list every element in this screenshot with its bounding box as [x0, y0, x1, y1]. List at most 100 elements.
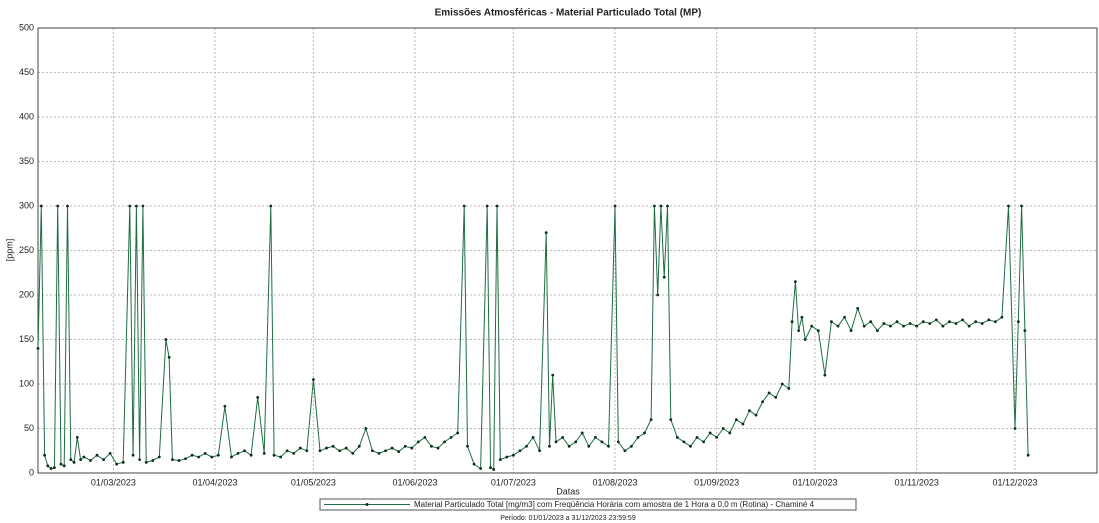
data-point	[675, 436, 679, 439]
data-point	[741, 422, 745, 426]
data-point	[371, 449, 374, 453]
data-point	[849, 329, 853, 332]
data-point	[397, 450, 401, 454]
data-point	[702, 440, 705, 444]
data-point	[102, 458, 105, 462]
data-point	[403, 444, 407, 448]
legend-label: Material Particulado Total [mg/m3] com F…	[414, 500, 815, 509]
x-tick-label: 01/03/2023	[91, 477, 136, 487]
data-point	[249, 453, 253, 457]
data-point	[613, 204, 617, 208]
data-point	[164, 338, 168, 341]
data-point	[312, 378, 315, 381]
data-point	[803, 338, 807, 341]
data-point	[479, 467, 483, 470]
data-point	[410, 446, 414, 450]
data-point	[89, 459, 92, 462]
data-point	[531, 436, 535, 439]
data-point	[210, 455, 214, 459]
data-point	[695, 436, 699, 439]
data-point	[551, 373, 555, 377]
legend-box	[319, 498, 857, 511]
data-point	[184, 457, 187, 461]
data-point	[928, 322, 932, 325]
data-point	[492, 468, 496, 471]
data-point	[869, 320, 873, 324]
x-tick-label: 01/08/2023	[593, 477, 638, 487]
data-point	[466, 444, 469, 448]
data-point	[190, 453, 194, 457]
data-point	[46, 464, 50, 468]
data-point	[780, 382, 784, 386]
data-point	[512, 453, 515, 457]
x-tick-label: 01/09/2023	[694, 477, 739, 487]
data-point	[754, 413, 758, 417]
data-point	[525, 444, 528, 448]
data-point	[197, 455, 201, 459]
data-point	[1013, 427, 1017, 430]
data-point	[538, 449, 542, 453]
data-point	[472, 462, 476, 466]
data-point	[669, 418, 673, 421]
y-axis-label: [ppm]	[4, 239, 14, 262]
y-tick-label: 150	[19, 334, 34, 344]
data-point	[167, 355, 171, 359]
data-point	[843, 315, 846, 319]
data-point	[666, 204, 669, 208]
legend-marker	[365, 503, 369, 506]
data-point	[823, 373, 827, 377]
y-tick-label: 250	[19, 245, 34, 255]
data-point	[921, 320, 925, 324]
data-point	[69, 458, 73, 462]
data-point	[72, 460, 76, 464]
data-point	[292, 452, 296, 455]
data-point	[761, 400, 764, 404]
data-point	[262, 452, 266, 455]
data-point	[649, 418, 653, 421]
data-point	[236, 452, 240, 455]
data-point	[285, 449, 289, 453]
y-tick-label: 200	[19, 289, 34, 299]
data-point	[875, 329, 879, 332]
data-point	[430, 444, 433, 448]
data-point	[62, 464, 66, 468]
data-point	[954, 322, 958, 325]
data-point	[915, 324, 919, 328]
x-axis-label: Datas	[556, 486, 580, 496]
data-point	[272, 453, 276, 457]
data-point	[505, 455, 509, 459]
data-point	[364, 427, 368, 430]
data-point	[544, 231, 548, 235]
data-point	[961, 318, 964, 322]
data-point	[128, 204, 132, 208]
data-point	[377, 452, 381, 455]
data-point	[636, 436, 640, 439]
data-point	[131, 453, 135, 457]
data-point	[279, 455, 283, 459]
y-tick-label: 0	[29, 467, 34, 477]
data-point	[882, 322, 886, 325]
data-point	[256, 395, 260, 399]
data-point	[39, 204, 43, 208]
data-point	[344, 446, 348, 450]
data-point	[934, 318, 938, 322]
data-point	[797, 329, 801, 332]
data-point	[980, 322, 984, 325]
data-point	[66, 204, 69, 208]
data-point	[967, 324, 971, 328]
data-point	[230, 455, 233, 459]
data-point	[659, 204, 663, 208]
data-point	[993, 320, 997, 324]
y-tick-label: 50	[24, 423, 34, 433]
x-tick-label: 01/05/2023	[291, 477, 336, 487]
data-point	[948, 320, 951, 324]
data-point	[662, 275, 666, 279]
data-point	[616, 440, 620, 444]
data-point	[384, 449, 387, 453]
data-point	[95, 453, 99, 457]
data-point	[449, 436, 453, 439]
data-point	[548, 444, 551, 448]
data-point	[462, 204, 466, 208]
data-point	[443, 440, 446, 444]
